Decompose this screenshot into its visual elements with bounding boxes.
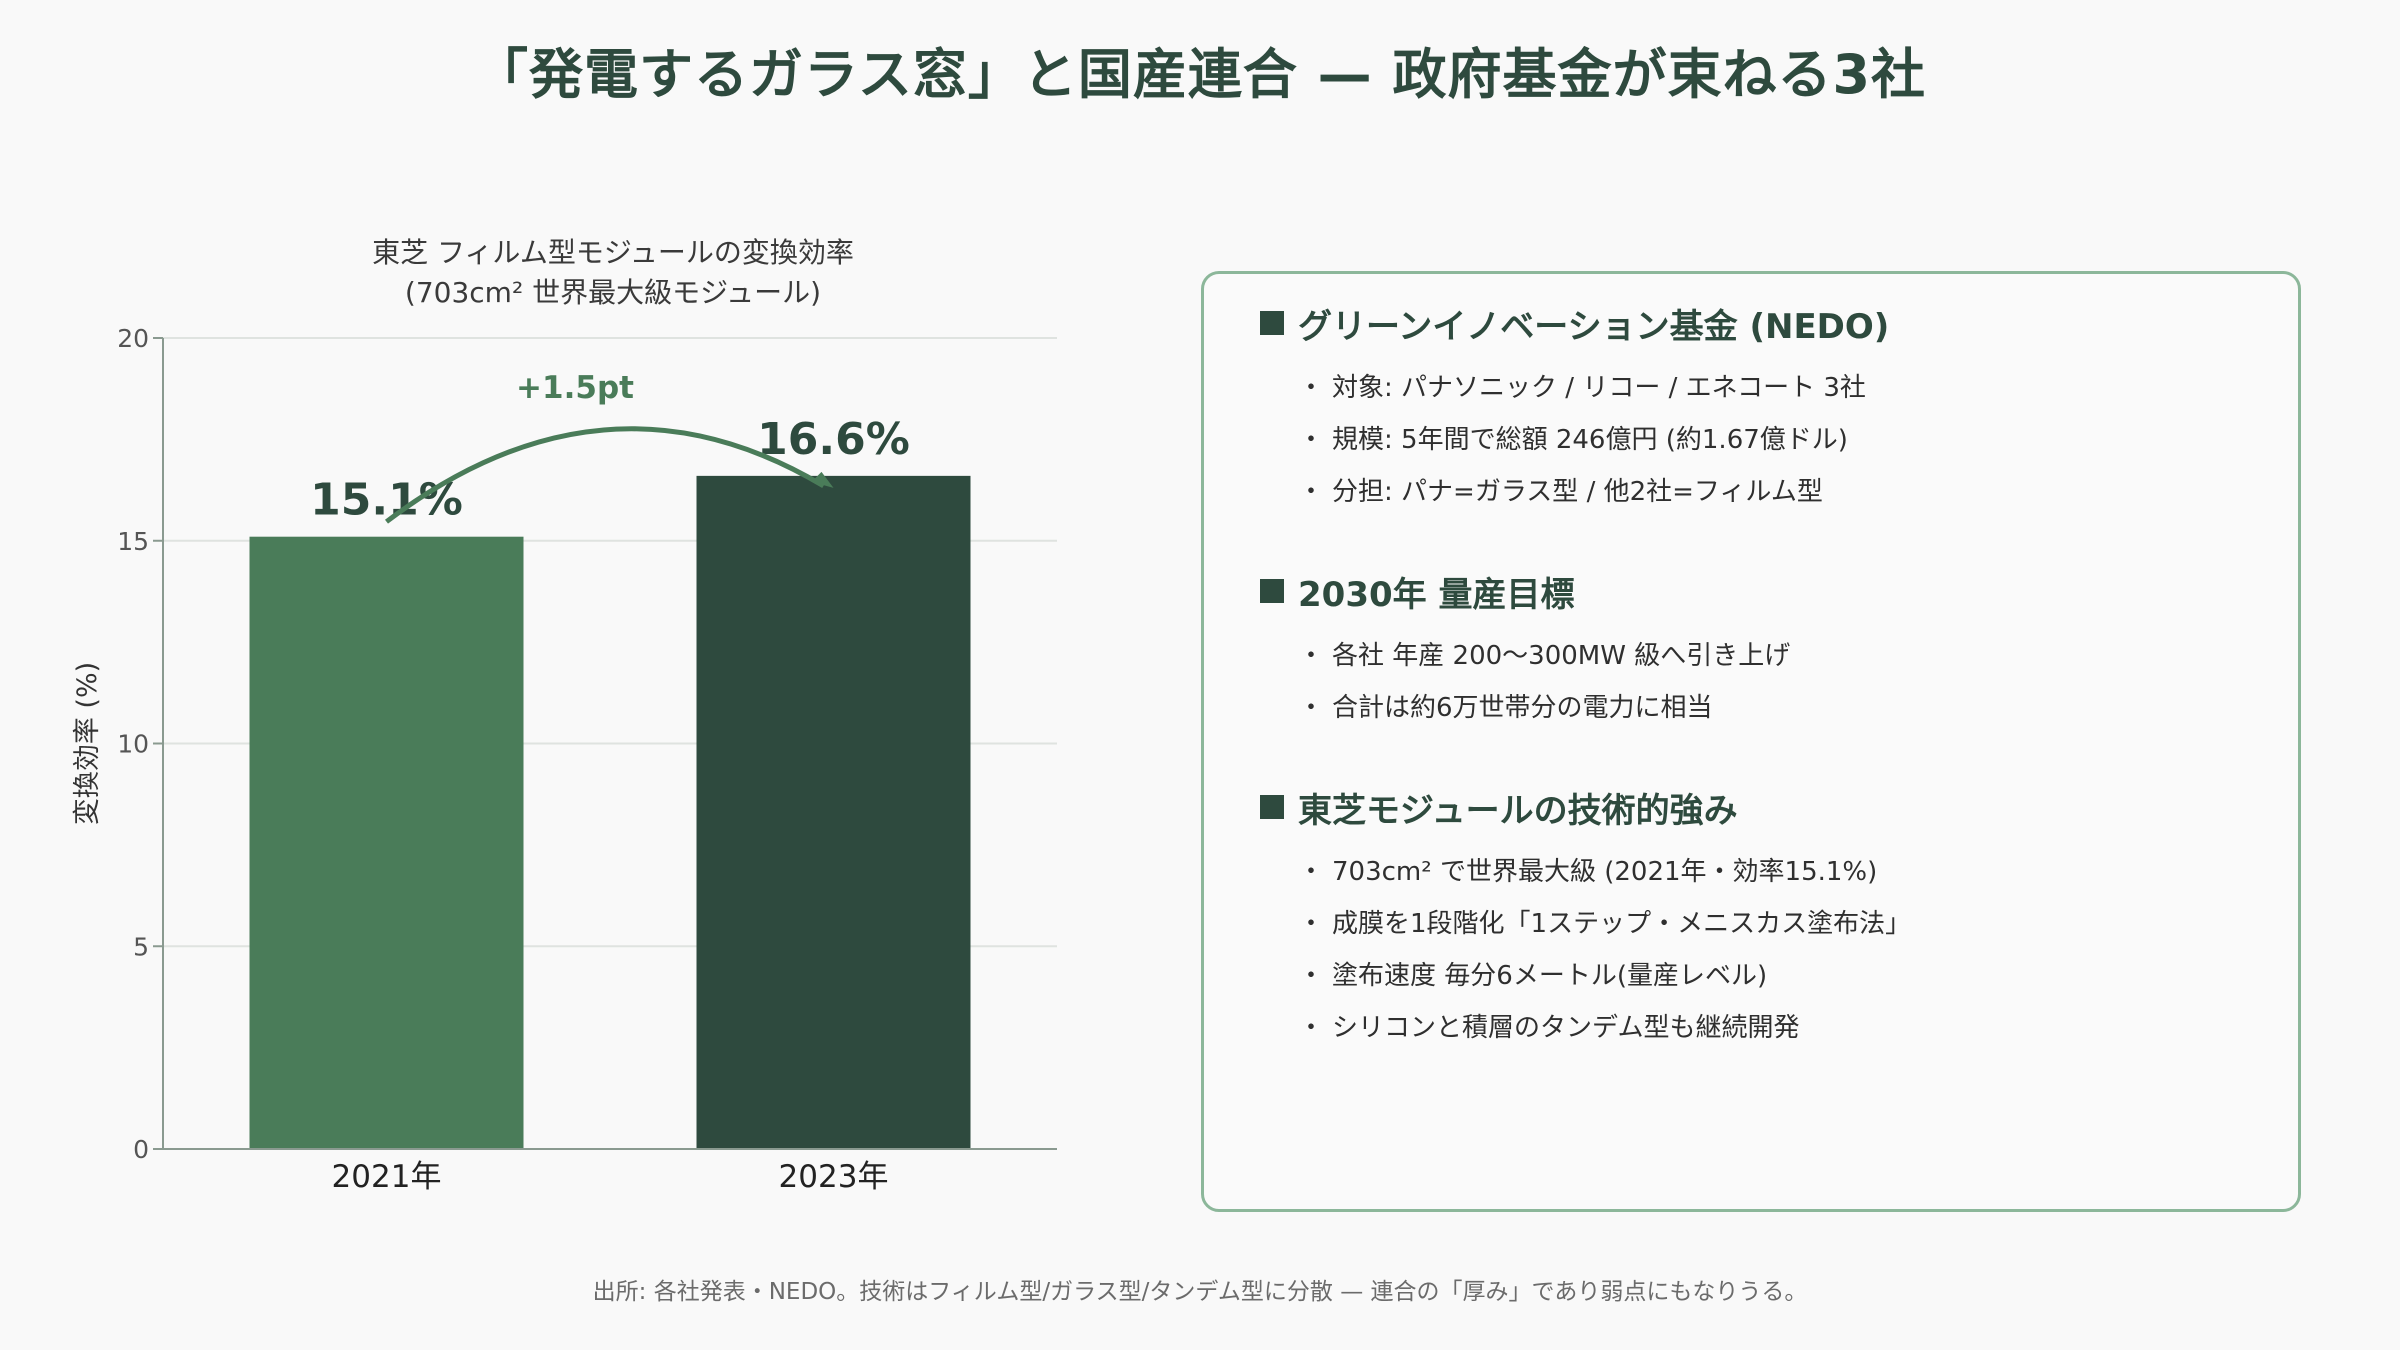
list-item: ・ 703cm² で世界最大級 (2021年・効率15.1%) (1298, 857, 1878, 887)
bar (696, 475, 971, 1149)
section-heading: 2030年 量産目標 (1298, 574, 1575, 615)
y-axis-label: 変換効率 (%) (72, 662, 103, 825)
y-tick-label: 0 (133, 1135, 149, 1164)
data-label: 15.1% (310, 475, 463, 526)
chart-subtitle: (703cm² 世界最大級モジュール) (405, 276, 821, 309)
section-2030-target: 2030年 量産目標 ・各社 年産 200〜300MW 級へ引き上げ ・合計は約… (1260, 568, 1790, 734)
y-tick-label: 5 (133, 932, 149, 961)
annotation-label: +1.5pt (516, 370, 634, 406)
list-item: ・シリコンと積層のタンデム型も継続開発 (1298, 1013, 1800, 1043)
source-footnote: 出所: 各社発表・NEDO。技術はフィルム型/ガラス型/タンデム型に分散 — 連… (592, 1279, 1808, 1305)
square-bullet-icon (1260, 311, 1284, 335)
list-item: ・対象: パナソニック / リコー / エネコート 3社 (1298, 373, 1866, 403)
list-item: ・規模: 5年間で総額 246億円 (約1.67億ドル) (1298, 425, 1848, 455)
bar (249, 536, 524, 1149)
section-heading: グリーンイノベーション基金 (NEDO) (1298, 306, 1890, 347)
section-nedo-fund: グリーンイノベーション基金 (NEDO) ・対象: パナソニック / リコー /… (1260, 300, 1889, 518)
list-item: ・合計は約6万世帯分の電力に相当 (1298, 693, 1713, 723)
chart-title: 東芝 フィルム型モジュールの変換効率 (372, 236, 854, 269)
y-tick-label: 20 (117, 324, 149, 353)
x-tick-label: 2023年 (779, 1159, 889, 1190)
chart-svg: 東芝 フィルム型モジュールの変換効率 (703cm² 世界最大級モジュール) 0… (72, 236, 1057, 1190)
square-bullet-icon (1260, 795, 1284, 819)
section-heading: 東芝モジュールの技術的強み (1298, 790, 1738, 831)
arrowhead-icon (811, 471, 834, 488)
list-item: ・成膜を1段階化「1ステップ・メニスカス塗布法」 (1298, 909, 1912, 939)
efficiency-chart: 東芝 フィルム型モジュールの変換効率 (703cm² 世界最大級モジュール) 0… (60, 230, 1100, 1190)
section-toshiba-strengths: 東芝モジュールの技術的強み ・ 703cm² で世界最大級 (2021年・効率15… (1260, 784, 1911, 1054)
annotation-arrow (384, 426, 825, 524)
y-tick-label: 15 (117, 527, 149, 556)
list-item: ・塗布速度 毎分6メートル(量産レベル) (1298, 961, 1768, 991)
info-panel: グリーンイノベーション基金 (NEDO) ・対象: パナソニック / リコー /… (1201, 271, 2301, 1212)
list-item: ・各社 年産 200〜300MW 級へ引き上げ (1298, 641, 1791, 671)
x-tick-label: 2021年 (332, 1159, 442, 1190)
data-label: 16.6% (757, 414, 910, 465)
page-title: 「発電するガラス窓」と国産連合 — 政府基金が束ねる3社 (473, 43, 1927, 106)
y-tick-label: 10 (117, 730, 149, 759)
list-item: ・分担: パナ=ガラス型 / 他2社=フィルム型 (1298, 477, 1823, 507)
square-bullet-icon (1260, 579, 1284, 603)
